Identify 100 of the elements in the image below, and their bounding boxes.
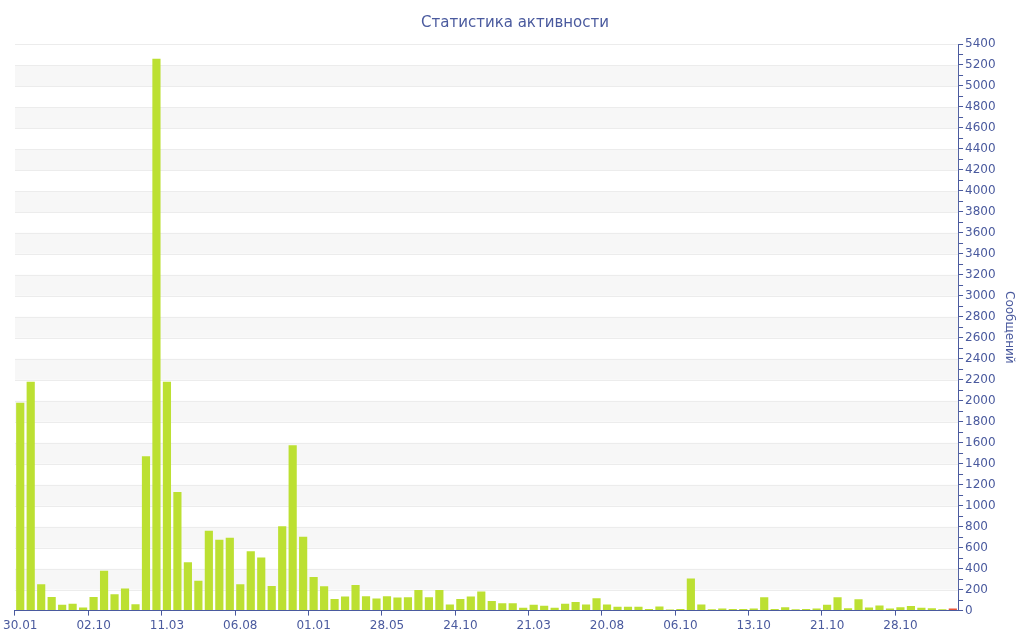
x-tick-label: 21.10 (809, 617, 845, 632)
y-tick-label: 4000 (965, 183, 996, 198)
bar (215, 539, 224, 611)
bar (340, 596, 350, 611)
y-tick-label: 1400 (965, 455, 996, 470)
bar (183, 562, 192, 611)
bar (697, 604, 706, 611)
y-tick-label: 600 (965, 539, 988, 554)
bar (760, 597, 769, 611)
bar (99, 570, 109, 611)
x-tick-label: 02.10 (76, 617, 111, 632)
bar (225, 537, 234, 611)
bar (875, 605, 884, 611)
bar (686, 578, 695, 611)
y-tick-label: 3600 (965, 224, 996, 239)
y-tick-label: 5200 (965, 57, 996, 72)
bar (26, 381, 35, 611)
y-tick-label: 1600 (965, 434, 996, 449)
x-tick-label: 28.05 (369, 617, 405, 632)
bar (47, 596, 56, 611)
y-tick-label: 2800 (965, 308, 996, 323)
bar (37, 584, 46, 611)
y-tick-label: 1200 (965, 476, 996, 491)
bar (68, 603, 77, 611)
y-tick-label: 4400 (965, 141, 996, 156)
x-tick-label: 24.10 (443, 617, 478, 632)
bar (781, 607, 790, 611)
y-tick-label: 4200 (965, 162, 996, 177)
y-tick-label: 3000 (965, 287, 996, 302)
bar (309, 577, 318, 611)
bar (445, 604, 454, 611)
y-tick-label: 3200 (965, 266, 996, 281)
bar (141, 456, 151, 611)
y-tick-label: 2200 (965, 371, 996, 386)
bar (896, 607, 905, 611)
bar (613, 606, 622, 611)
y-tick-label: 4800 (965, 99, 996, 114)
bar (529, 604, 538, 611)
x-tick-label: 30.01 (3, 617, 38, 632)
x-tick-label: 11.03 (149, 617, 185, 632)
bar (330, 599, 339, 611)
y-tick-label: 2400 (965, 350, 996, 365)
bar (204, 530, 213, 611)
bar (477, 591, 486, 611)
bar (424, 597, 433, 611)
bar (540, 605, 549, 611)
y-tick-label: 200 (965, 581, 988, 596)
chart-title: Статистика активности (421, 12, 609, 31)
bar (79, 607, 88, 611)
bar (571, 602, 580, 611)
x-tick-label: 13.10 (736, 617, 771, 632)
bar (361, 596, 371, 611)
bar (162, 381, 172, 611)
x-tick-label: 21.03 (516, 617, 551, 632)
bar (110, 594, 119, 611)
y-tick-label: 3800 (965, 204, 996, 219)
y-tick-label: 4600 (965, 120, 996, 135)
bar (320, 586, 329, 611)
bar (634, 606, 643, 611)
bar (58, 604, 67, 611)
y-tick-label: 800 (965, 518, 988, 533)
bar (288, 445, 297, 611)
bar (278, 526, 287, 611)
bar (152, 58, 161, 611)
bar (372, 598, 381, 611)
bar (16, 402, 25, 611)
bar (833, 597, 842, 611)
bar (822, 604, 832, 611)
bar (487, 600, 496, 611)
x-tick-label: 01.01 (296, 617, 331, 632)
bar (854, 599, 863, 611)
bar (403, 597, 413, 611)
y-tick-label: 1000 (965, 497, 996, 512)
bar (173, 492, 182, 611)
y-tick-label: 0 (965, 602, 973, 617)
y-tick-label: 400 (965, 560, 988, 575)
bar (382, 596, 392, 611)
bar (466, 596, 475, 611)
x-tick-label: 20.08 (589, 617, 625, 632)
bar (414, 590, 423, 611)
bar (299, 536, 308, 611)
bar (267, 585, 276, 611)
bar (655, 606, 664, 611)
bar (351, 584, 360, 611)
bar (906, 606, 915, 611)
bar (393, 597, 402, 611)
y-tick-label: 2000 (965, 392, 996, 407)
bar (194, 580, 203, 611)
bar (435, 590, 444, 611)
bar (236, 584, 245, 611)
bar (508, 603, 517, 611)
y-tick-label: 1800 (965, 413, 996, 428)
y-tick-label: 5400 (965, 36, 996, 51)
x-tick-label: 06.10 (663, 617, 698, 632)
bar (257, 557, 266, 611)
x-tick-label: 06.08 (223, 617, 258, 632)
bar (120, 588, 130, 611)
bar (246, 551, 255, 611)
y-axis-title: Сообщений (1002, 291, 1017, 364)
x-tick-label: 28.10 (883, 617, 918, 632)
